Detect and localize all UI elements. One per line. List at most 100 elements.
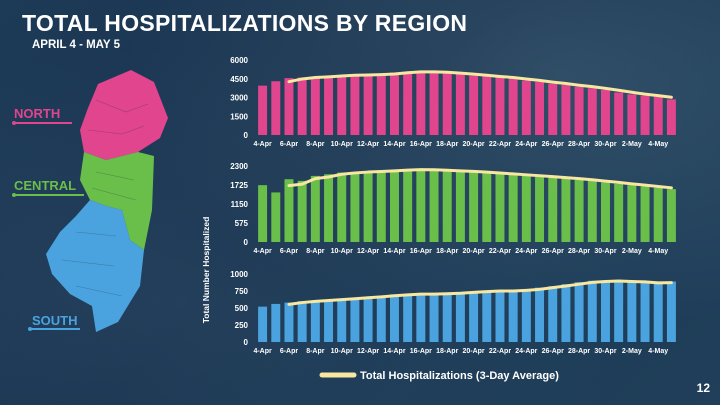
bar — [350, 74, 360, 136]
x-tick-label: 16-Apr — [410, 348, 432, 355]
x-tick-label: 6-Apr — [280, 348, 299, 355]
bar — [469, 75, 479, 136]
bar — [561, 178, 571, 242]
y-tick-label: 6000 — [230, 56, 248, 65]
x-tick-label: 18-Apr — [436, 141, 458, 148]
nj-region-map — [46, 70, 168, 332]
bar — [666, 99, 676, 136]
bar — [627, 282, 637, 342]
bar — [535, 81, 545, 136]
x-tick-label: 12-Apr — [357, 248, 379, 255]
x-tick-label: 22-Apr — [489, 248, 511, 255]
bar — [271, 192, 281, 242]
bar — [337, 172, 347, 242]
bar — [337, 75, 347, 135]
bar — [389, 169, 399, 242]
x-tick-label: 24-Apr — [515, 348, 537, 355]
bar — [469, 291, 479, 342]
date-range-subtitle: APRIL 4 - MAY 5 — [32, 39, 120, 51]
x-tick-label: 8-Apr — [306, 348, 325, 355]
chart-central: 2300 1725 1150 575 0 4-Apr 6-Apr 8-Apr 10-Apr 12-… — [230, 162, 676, 255]
bar — [521, 175, 531, 242]
bar — [416, 293, 426, 342]
bar — [258, 85, 268, 136]
x-tick-label: 18-Apr — [436, 248, 458, 255]
bar — [297, 77, 307, 135]
x-tick-label: 14-Apr — [383, 141, 405, 148]
bar — [324, 76, 334, 135]
y-tick-label: 0 — [244, 238, 249, 247]
x-tick-label: 16-Apr — [410, 248, 432, 255]
chart-south: 1000 750 500 250 0 4-Apr 6-Apr 8-Apr 10-Apr 12-Ap… — [230, 270, 676, 355]
y-tick-label: 500 — [235, 304, 249, 313]
bar — [429, 72, 439, 135]
bar — [561, 85, 571, 135]
x-tick-label: 4-May — [648, 348, 668, 355]
bar — [666, 189, 676, 242]
bar — [350, 171, 360, 242]
x-tick-label: 6-Apr — [280, 141, 299, 148]
x-tick-label: 30-Apr — [594, 141, 616, 148]
bar — [324, 174, 334, 242]
bar — [337, 298, 347, 342]
y-tick-label: 0 — [244, 131, 249, 140]
bar — [363, 297, 373, 342]
bar — [416, 169, 426, 242]
bar — [284, 302, 294, 342]
bar — [587, 280, 597, 342]
region-leader-line — [14, 194, 84, 196]
bar — [495, 290, 505, 342]
bar — [376, 295, 386, 342]
page-number: 12 — [696, 381, 710, 395]
x-tick-label: 2-May — [622, 141, 642, 148]
x-tick-label: 26-Apr — [542, 141, 564, 148]
bar — [442, 170, 452, 242]
chart-north: 6000 4500 3000 1500 0 4-Apr 6-Apr 8-Apr 10-Apr 12… — [230, 56, 676, 148]
x-tick-label: 22-Apr — [489, 141, 511, 148]
bar — [548, 83, 558, 135]
x-tick-label: 28-Apr — [568, 348, 590, 355]
x-tick-label: 10-Apr — [331, 141, 353, 148]
bar — [587, 88, 597, 136]
bar — [574, 86, 584, 135]
bar — [389, 72, 399, 135]
north-region-shape — [80, 70, 168, 160]
x-tick-label: 20-Apr — [462, 348, 484, 355]
bar — [271, 303, 281, 342]
bar — [416, 71, 426, 135]
x-tick-label: 22-Apr — [489, 348, 511, 355]
avg-line-central — [287, 168, 673, 190]
region-label-central: CENTRAL — [14, 178, 77, 193]
bar — [627, 94, 637, 136]
bar — [614, 183, 624, 242]
bar — [389, 294, 399, 342]
x-tick-label: 24-Apr — [515, 141, 537, 148]
bar — [376, 73, 386, 135]
x-tick-label: 26-Apr — [542, 248, 564, 255]
bar — [324, 299, 334, 342]
bar — [548, 177, 558, 242]
x-tick-label: 28-Apr — [568, 141, 590, 148]
region-leader-line — [30, 328, 80, 330]
bar — [403, 169, 413, 242]
x-tick-label: 4-May — [648, 248, 668, 255]
x-tick-label: 4-May — [648, 141, 668, 148]
bar — [508, 174, 518, 242]
bar — [455, 73, 465, 135]
bar — [627, 185, 637, 242]
bar — [521, 80, 531, 136]
bar — [310, 76, 320, 136]
bar — [653, 187, 663, 242]
avg-line-south — [287, 279, 673, 306]
y-tick-label: 4500 — [230, 75, 248, 84]
south-region-shape — [46, 200, 144, 332]
y-tick-label: 1725 — [230, 181, 248, 190]
x-tick-label: 24-Apr — [515, 248, 537, 255]
bar — [535, 176, 545, 242]
bar — [521, 288, 531, 342]
bar — [403, 294, 413, 342]
bar — [310, 300, 320, 342]
x-tick-label: 2-May — [622, 248, 642, 255]
bar — [363, 75, 373, 136]
bar — [258, 306, 268, 342]
